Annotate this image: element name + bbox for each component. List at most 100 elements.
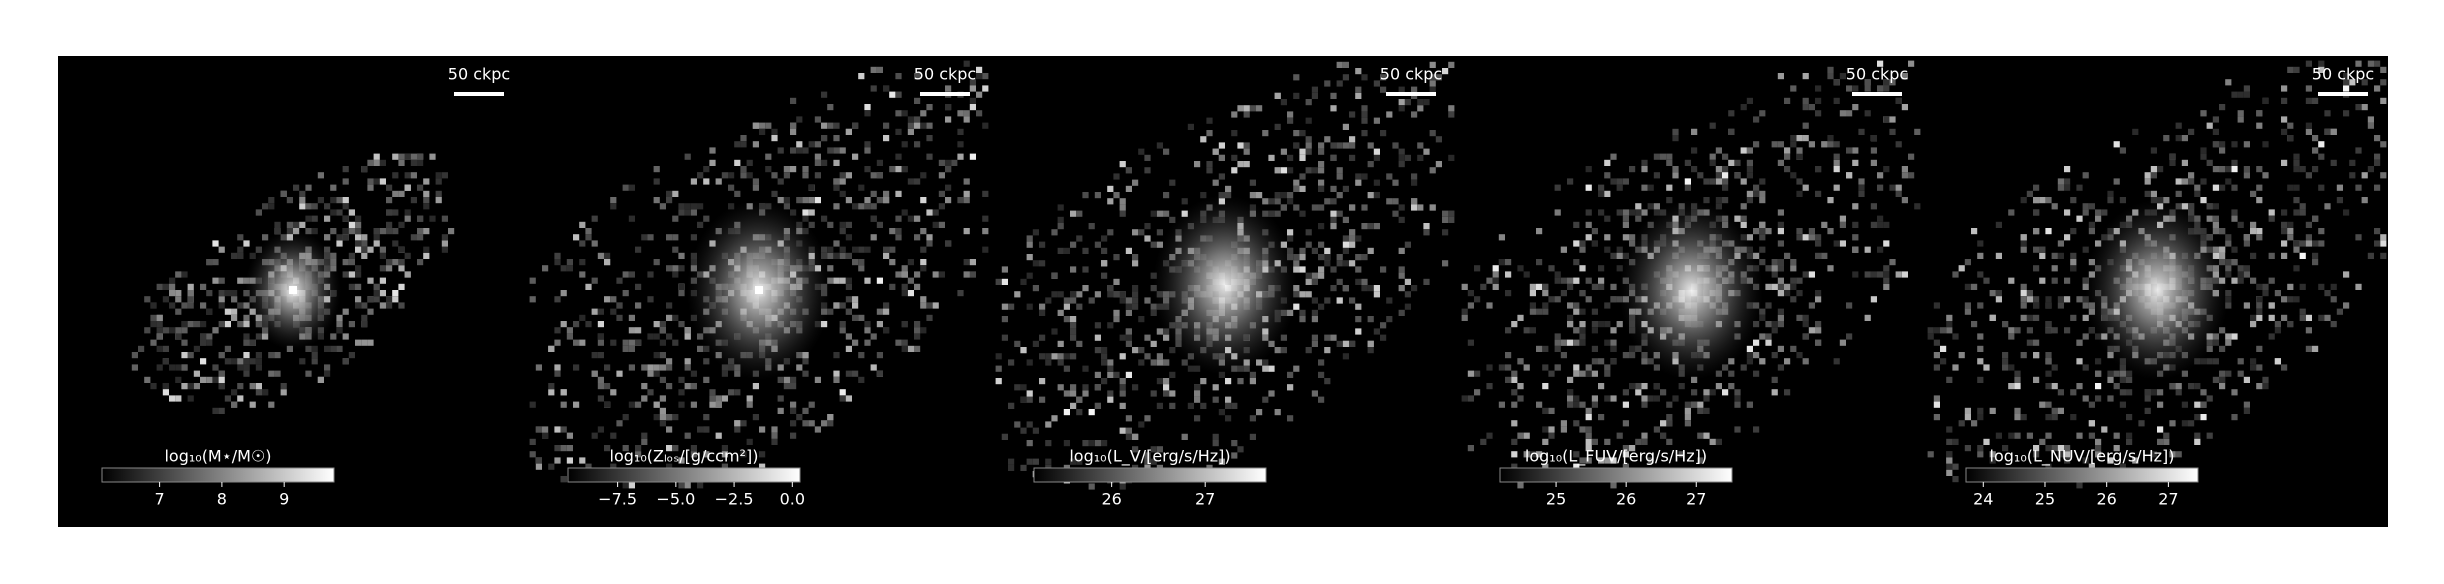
pixel: [796, 116, 803, 123]
pixel: [2299, 166, 2306, 173]
pixel: [635, 246, 642, 253]
pixel: [1392, 179, 1399, 186]
pixel: [423, 190, 430, 197]
pixel: [1342, 260, 1349, 267]
pixel: [1429, 61, 1436, 68]
pixel: [1684, 414, 1691, 421]
pixel: [1094, 347, 1101, 354]
pixel: [1542, 283, 1549, 290]
pixel: [398, 221, 405, 228]
pixel: [1318, 204, 1325, 211]
pixel: [305, 370, 312, 377]
pixel: [1579, 246, 1586, 253]
pixel: [1448, 111, 1455, 118]
pixel: [870, 172, 877, 179]
pixel: [1722, 153, 1729, 160]
pixel: [1336, 80, 1343, 87]
pixel: [2349, 79, 2356, 86]
pixel: [883, 85, 890, 92]
pixel: [2324, 314, 2331, 321]
pixel: [423, 197, 430, 204]
pixel: [2082, 395, 2089, 402]
pixel: [1567, 277, 1574, 284]
pixel: [1144, 297, 1151, 304]
pixel: [672, 414, 679, 421]
pixel: [845, 370, 852, 377]
pixel: [963, 190, 970, 197]
pixel: [181, 352, 188, 359]
pixel: [852, 122, 859, 129]
pixel: [398, 265, 405, 272]
pixel: [1604, 215, 1611, 222]
pixel: [1082, 365, 1089, 372]
pixel: [392, 190, 399, 197]
pixel: [1274, 192, 1281, 199]
pixel: [2299, 283, 2306, 290]
pixel: [1057, 223, 1064, 230]
pixel: [392, 228, 399, 235]
pixel: [678, 252, 685, 259]
pixel: [1063, 247, 1070, 254]
pixel: [299, 197, 306, 204]
pixel: [1579, 327, 1586, 334]
pixel: [1815, 252, 1822, 259]
pixel: [1542, 345, 1549, 352]
pixel: [1113, 254, 1120, 261]
pixel: [2293, 159, 2300, 166]
pixel: [2057, 407, 2064, 414]
pixel: [2262, 383, 2269, 390]
pixel: [1790, 135, 1797, 142]
scale-bar: [454, 92, 504, 96]
pixel: [1765, 265, 1772, 272]
pixel: [243, 364, 250, 371]
pixel: [1989, 314, 1996, 321]
pixel: [1349, 136, 1356, 143]
pixel: [672, 271, 679, 278]
pixel: [1107, 185, 1114, 192]
pixel: [858, 184, 865, 191]
pixel: [243, 358, 250, 365]
pixel: [852, 302, 859, 309]
pixel: [1759, 178, 1766, 185]
pixel: [1336, 192, 1343, 199]
pixel: [1380, 322, 1387, 329]
pixel: [771, 135, 778, 142]
pixel: [963, 178, 970, 185]
pixel: [2045, 401, 2052, 408]
pixel: [255, 389, 262, 396]
pixel: [2051, 203, 2058, 210]
pixel: [1150, 458, 1157, 465]
pixel: [1150, 303, 1157, 310]
core-pixel: [755, 286, 763, 294]
pixel: [1839, 110, 1846, 117]
pixel: [1305, 272, 1312, 279]
pixel: [1765, 302, 1772, 309]
pixel: [2020, 302, 2027, 309]
pixel: [1361, 278, 1368, 285]
pixel: [1287, 235, 1294, 242]
pixel: [324, 345, 331, 352]
pixel: [1305, 142, 1312, 149]
pixel: [1852, 203, 1859, 210]
pixel: [1660, 432, 1667, 439]
pixel: [1336, 297, 1343, 304]
pixel: [628, 339, 635, 346]
pixel: [1952, 333, 1959, 340]
pixel: [703, 215, 710, 222]
pixel: [684, 203, 691, 210]
pixel: [1808, 234, 1815, 241]
pixel: [535, 426, 542, 433]
pixel: [2262, 290, 2269, 297]
pixel: [1697, 401, 1704, 408]
pixel: [1796, 153, 1803, 160]
pixel: [1839, 215, 1846, 222]
pixel: [833, 178, 840, 185]
pixel: [268, 352, 275, 359]
pixel: [2157, 389, 2164, 396]
pixel: [1560, 352, 1567, 359]
pixel: [2287, 66, 2294, 73]
pixel: [1821, 221, 1828, 228]
pixel: [1349, 260, 1356, 267]
pixel: [976, 73, 983, 80]
pixel: [1864, 271, 1871, 278]
